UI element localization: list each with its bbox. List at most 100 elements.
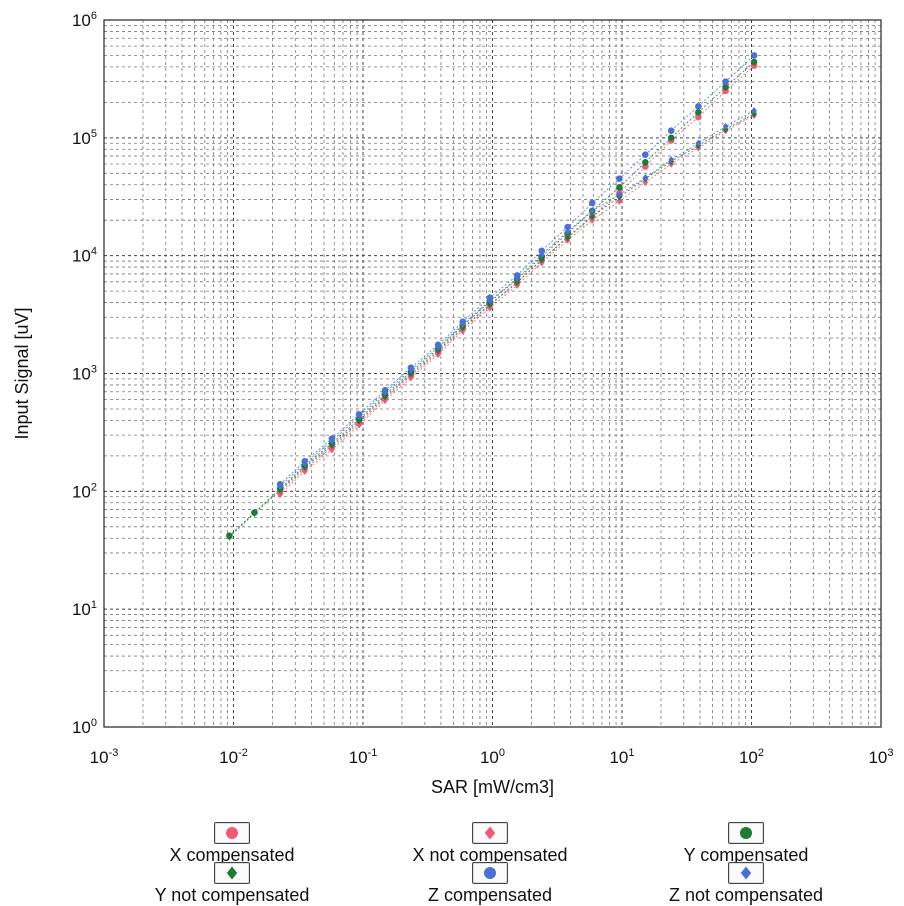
data-point (564, 228, 571, 236)
data-point (277, 482, 283, 491)
series-line (279, 114, 755, 495)
legend-label: X not compensated (412, 845, 568, 865)
data-point (356, 417, 362, 425)
legend-swatch (728, 822, 764, 844)
legend-swatch (728, 862, 764, 884)
data-point (668, 156, 675, 164)
data-point (356, 413, 362, 421)
data-point (277, 486, 283, 494)
data-point (564, 234, 571, 242)
data-point (382, 388, 388, 397)
data-point (487, 300, 493, 309)
data-point (538, 247, 546, 255)
data-point (538, 256, 545, 264)
y-axis-label: Input Signal [uV] (12, 307, 32, 439)
legend-marker (740, 866, 752, 880)
series-line (279, 110, 755, 487)
data-point (589, 216, 596, 224)
series-line (229, 113, 755, 538)
data-point (750, 52, 758, 59)
data-point (408, 366, 414, 374)
legend-swatch (472, 862, 508, 884)
x-tick-label: 10-3 (90, 747, 119, 767)
legend-item-x-not-compensated: X not compensated (360, 822, 620, 865)
x-tick-label: 100 (480, 747, 505, 767)
legend-item-z-not-compensated: Z not compensated (616, 862, 876, 905)
series-points (226, 52, 758, 541)
data-point (564, 223, 571, 231)
y-tick-label: 103 (72, 364, 97, 384)
legend-swatch (214, 822, 250, 844)
data-point (487, 297, 493, 305)
legend-marker (226, 866, 238, 880)
data-point (616, 197, 623, 205)
x-tick-label: 102 (739, 747, 764, 767)
legend-label: Z compensated (427, 885, 553, 905)
y-tick-label: 106 (72, 10, 97, 30)
data-point (277, 490, 283, 499)
series-line (279, 55, 755, 485)
y-tick-label: 105 (72, 128, 97, 148)
grid (104, 20, 881, 727)
data-point (695, 139, 702, 147)
data-point (722, 122, 729, 131)
data-point (616, 190, 623, 199)
data-point (751, 107, 757, 115)
data-point (589, 212, 596, 221)
data-point (695, 103, 702, 110)
x-tick-label: 103 (868, 747, 893, 767)
legend-marker (740, 827, 752, 839)
plot-frame (103, 19, 882, 728)
legend-label: Z not compensated (668, 885, 824, 905)
data-point (328, 441, 335, 450)
data-point (328, 437, 335, 445)
legend-swatch (214, 862, 250, 884)
data-point (301, 463, 308, 471)
data-point (616, 184, 623, 191)
data-point (588, 199, 596, 207)
x-tick-label: 10-1 (349, 747, 378, 767)
x-tick-label: 10-2 (219, 747, 248, 767)
data-point (251, 509, 258, 517)
data-point (538, 251, 545, 259)
y-tick-label: 100 (72, 717, 97, 737)
legend: X compensated X not compensated Y compen… (0, 822, 904, 906)
data-point (408, 374, 414, 382)
legend-label: Y not compensated (154, 885, 310, 905)
legend-marker (484, 826, 496, 840)
legend-label: Y compensated (683, 845, 809, 865)
data-point (301, 459, 308, 468)
data-point (589, 207, 596, 215)
x-tick-label: 101 (609, 747, 634, 767)
data-point (695, 108, 702, 116)
x-axis-label: SAR [mW/cm3] (431, 777, 554, 797)
legend-marker (484, 867, 496, 879)
data-point (382, 393, 388, 401)
data-point (667, 134, 675, 142)
y-tick-label: 101 (72, 599, 97, 619)
x-axis-ticks: 10-3 10-2 10-1 100 101 102 103 (90, 747, 894, 767)
data-point (435, 350, 441, 359)
sar-chart: 10-3 10-2 10-1 100 101 102 103 100 101 102 103 104… (12, 10, 894, 797)
data-point (301, 467, 308, 475)
data-point (750, 58, 758, 66)
y-axis-ticks: 100 101 102 103 104 105 106 (72, 10, 97, 737)
data-point (667, 127, 675, 134)
data-point (642, 173, 649, 182)
legend-swatch (472, 822, 508, 844)
data-point (514, 278, 520, 286)
data-point (642, 158, 649, 166)
data-point (514, 274, 520, 283)
legend-item-z-compensated: Z compensated (360, 862, 620, 905)
legend-marker (226, 827, 238, 839)
data-point (382, 396, 388, 405)
data-point (722, 83, 729, 91)
y-tick-label: 104 (72, 246, 97, 266)
data-point (642, 151, 649, 158)
legend-item-y-compensated: Y compensated (616, 822, 876, 865)
data-point (328, 446, 335, 454)
data-point (459, 320, 466, 328)
data-point (722, 78, 729, 85)
legend-label: X compensated (169, 845, 295, 865)
data-point (226, 533, 233, 541)
